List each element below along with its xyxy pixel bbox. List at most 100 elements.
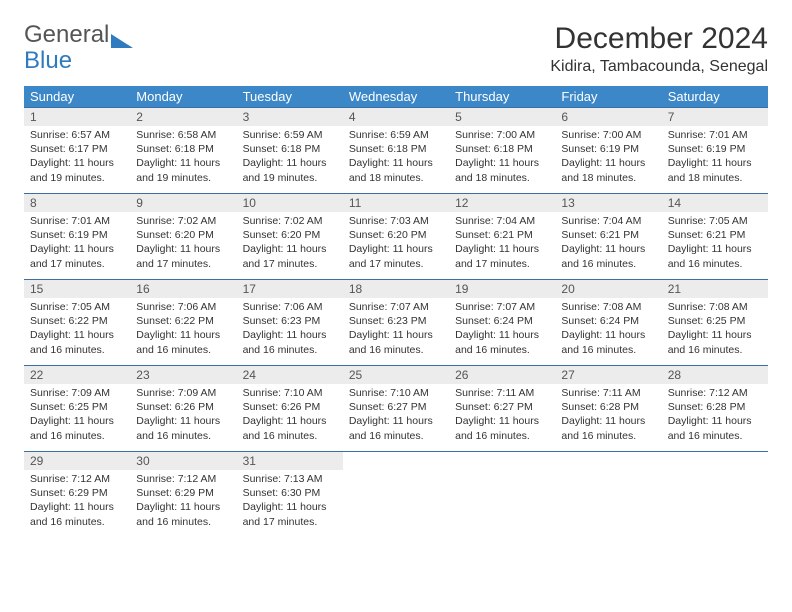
day-number: 31	[237, 452, 343, 470]
day-body: Sunrise: 7:07 AMSunset: 6:23 PMDaylight:…	[343, 298, 449, 361]
day-line: Sunrise: 6:59 AM	[349, 128, 443, 142]
day-line: Sunset: 6:27 PM	[455, 400, 549, 414]
day-line: Sunrise: 7:07 AM	[349, 300, 443, 314]
day-line: Daylight: 11 hours	[30, 242, 124, 256]
calendar-week-row: 8Sunrise: 7:01 AMSunset: 6:19 PMDaylight…	[24, 194, 768, 280]
day-line: and 18 minutes.	[455, 171, 549, 185]
calendar-day-cell: 26Sunrise: 7:11 AMSunset: 6:27 PMDayligh…	[449, 366, 555, 452]
day-line: Sunrise: 7:06 AM	[136, 300, 230, 314]
day-header: Wednesday	[343, 86, 449, 108]
day-body: Sunrise: 7:05 AMSunset: 6:21 PMDaylight:…	[662, 212, 768, 275]
day-line: and 16 minutes.	[455, 343, 549, 357]
day-line: Sunset: 6:23 PM	[349, 314, 443, 328]
day-number: 14	[662, 194, 768, 212]
day-body: Sunrise: 6:59 AMSunset: 6:18 PMDaylight:…	[343, 126, 449, 189]
calendar-day-cell: 3Sunrise: 6:59 AMSunset: 6:18 PMDaylight…	[237, 108, 343, 194]
day-body: Sunrise: 7:13 AMSunset: 6:30 PMDaylight:…	[237, 470, 343, 533]
calendar-week-row: 1Sunrise: 6:57 AMSunset: 6:17 PMDaylight…	[24, 108, 768, 194]
day-line: Sunrise: 7:08 AM	[561, 300, 655, 314]
day-line: Sunrise: 7:09 AM	[30, 386, 124, 400]
day-line: Daylight: 11 hours	[668, 242, 762, 256]
day-line: Sunrise: 7:08 AM	[668, 300, 762, 314]
calendar-day-cell: 10Sunrise: 7:02 AMSunset: 6:20 PMDayligh…	[237, 194, 343, 280]
day-line: Sunset: 6:24 PM	[455, 314, 549, 328]
day-line: Daylight: 11 hours	[455, 328, 549, 342]
day-line: Sunrise: 7:12 AM	[30, 472, 124, 486]
day-line: Sunrise: 7:11 AM	[561, 386, 655, 400]
day-line: and 17 minutes.	[243, 257, 337, 271]
day-number: 27	[555, 366, 661, 384]
day-line: and 17 minutes.	[243, 515, 337, 529]
day-number: 5	[449, 108, 555, 126]
calendar-day-cell: 31Sunrise: 7:13 AMSunset: 6:30 PMDayligh…	[237, 452, 343, 533]
calendar-day-cell: 6Sunrise: 7:00 AMSunset: 6:19 PMDaylight…	[555, 108, 661, 194]
day-line: Sunset: 6:18 PM	[455, 142, 549, 156]
day-number: 10	[237, 194, 343, 212]
day-body: Sunrise: 7:12 AMSunset: 6:29 PMDaylight:…	[130, 470, 236, 533]
day-body: Sunrise: 7:00 AMSunset: 6:19 PMDaylight:…	[555, 126, 661, 189]
day-line: Sunrise: 6:58 AM	[136, 128, 230, 142]
logo-text-top: General	[24, 21, 109, 48]
day-line: Sunset: 6:18 PM	[243, 142, 337, 156]
day-line: Sunrise: 7:12 AM	[668, 386, 762, 400]
day-line: and 16 minutes.	[30, 343, 124, 357]
day-line: Daylight: 11 hours	[561, 414, 655, 428]
day-line: Sunrise: 7:09 AM	[136, 386, 230, 400]
calendar-day-cell: 16Sunrise: 7:06 AMSunset: 6:22 PMDayligh…	[130, 280, 236, 366]
day-number: 7	[662, 108, 768, 126]
day-line: and 16 minutes.	[668, 343, 762, 357]
day-line: Sunrise: 7:12 AM	[136, 472, 230, 486]
day-line: Sunrise: 7:02 AM	[243, 214, 337, 228]
day-number: 21	[662, 280, 768, 298]
day-line: Daylight: 11 hours	[30, 500, 124, 514]
day-number: 15	[24, 280, 130, 298]
day-line: Sunrise: 6:57 AM	[30, 128, 124, 142]
day-body: Sunrise: 7:06 AMSunset: 6:23 PMDaylight:…	[237, 298, 343, 361]
day-line: Daylight: 11 hours	[136, 500, 230, 514]
day-line: Daylight: 11 hours	[243, 328, 337, 342]
day-line: and 16 minutes.	[668, 429, 762, 443]
calendar-day-cell: 15Sunrise: 7:05 AMSunset: 6:22 PMDayligh…	[24, 280, 130, 366]
day-line: Daylight: 11 hours	[455, 414, 549, 428]
calendar-header-row: SundayMondayTuesdayWednesdayThursdayFrid…	[24, 86, 768, 108]
day-line: Sunset: 6:19 PM	[668, 142, 762, 156]
calendar-day-cell: .	[343, 452, 449, 533]
day-line: and 19 minutes.	[243, 171, 337, 185]
day-line: Sunset: 6:23 PM	[243, 314, 337, 328]
title-block: December 2024 Kidira, Tambacounda, Seneg…	[550, 22, 768, 76]
day-body: Sunrise: 6:59 AMSunset: 6:18 PMDaylight:…	[237, 126, 343, 189]
day-line: Sunset: 6:20 PM	[349, 228, 443, 242]
day-line: Sunrise: 7:07 AM	[455, 300, 549, 314]
calendar-day-cell: 27Sunrise: 7:11 AMSunset: 6:28 PMDayligh…	[555, 366, 661, 452]
calendar-day-cell: 21Sunrise: 7:08 AMSunset: 6:25 PMDayligh…	[662, 280, 768, 366]
day-line: Sunset: 6:19 PM	[30, 228, 124, 242]
day-line: Daylight: 11 hours	[455, 242, 549, 256]
day-line: Daylight: 11 hours	[30, 328, 124, 342]
day-body: Sunrise: 7:11 AMSunset: 6:28 PMDaylight:…	[555, 384, 661, 447]
calendar-day-cell: 5Sunrise: 7:00 AMSunset: 6:18 PMDaylight…	[449, 108, 555, 194]
calendar-day-cell: 20Sunrise: 7:08 AMSunset: 6:24 PMDayligh…	[555, 280, 661, 366]
day-header: Saturday	[662, 86, 768, 108]
day-line: Daylight: 11 hours	[243, 156, 337, 170]
day-line: Daylight: 11 hours	[136, 242, 230, 256]
day-line: Sunset: 6:20 PM	[136, 228, 230, 242]
day-line: Sunset: 6:26 PM	[243, 400, 337, 414]
day-line: Sunrise: 7:05 AM	[668, 214, 762, 228]
day-line: Sunset: 6:22 PM	[30, 314, 124, 328]
day-line: Daylight: 11 hours	[561, 242, 655, 256]
day-header: Thursday	[449, 86, 555, 108]
day-line: and 19 minutes.	[30, 171, 124, 185]
day-line: and 16 minutes.	[136, 515, 230, 529]
day-line: Sunset: 6:21 PM	[455, 228, 549, 242]
day-line: Daylight: 11 hours	[243, 242, 337, 256]
day-number: 30	[130, 452, 236, 470]
day-number: 6	[555, 108, 661, 126]
day-number: 22	[24, 366, 130, 384]
calendar-day-cell: 28Sunrise: 7:12 AMSunset: 6:28 PMDayligh…	[662, 366, 768, 452]
calendar-week-row: 29Sunrise: 7:12 AMSunset: 6:29 PMDayligh…	[24, 452, 768, 533]
day-body: Sunrise: 7:01 AMSunset: 6:19 PMDaylight:…	[24, 212, 130, 275]
day-number: 8	[24, 194, 130, 212]
day-line: and 16 minutes.	[243, 343, 337, 357]
day-number: 4	[343, 108, 449, 126]
day-line: and 17 minutes.	[455, 257, 549, 271]
